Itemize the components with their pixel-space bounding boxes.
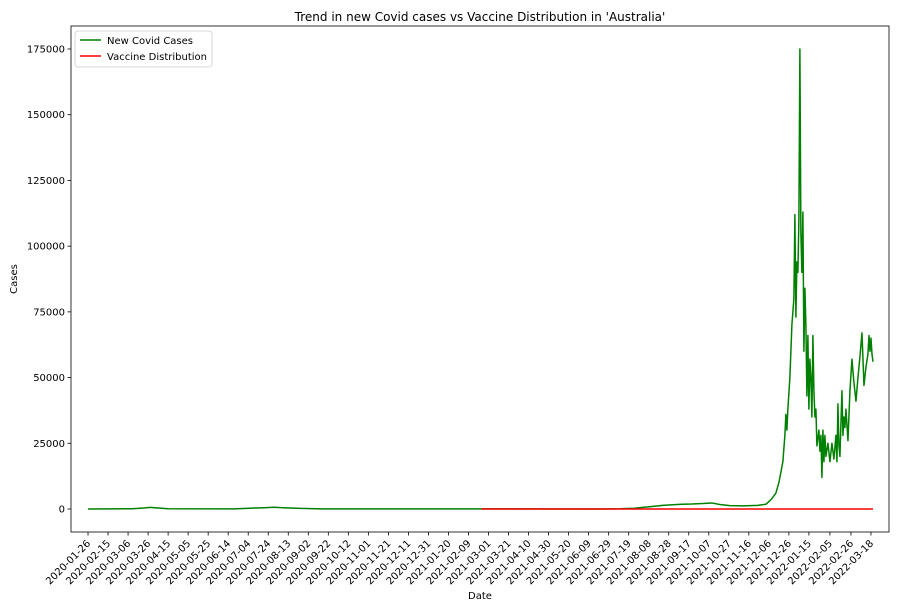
y-tick-label: 150000 <box>27 110 65 121</box>
series-layer <box>88 48 874 510</box>
y-axis: 0 25000 50000 75000 100000 125000 150000 175000 <box>27 45 71 516</box>
x-axis: 2020-01-262020-02-152020-03-062020-03-26… <box>44 532 876 587</box>
x-axis-label: Date <box>468 591 492 602</box>
y-tick-label: 125000 <box>27 176 65 187</box>
legend-label-new-covid-cases: New Covid Cases <box>107 36 193 47</box>
y-tick-label: 25000 <box>33 439 65 450</box>
y-axis-label: Cases <box>9 264 20 294</box>
chart-title: Trend in new Covid cases vs Vaccine Dist… <box>294 10 666 24</box>
y-tick-label: 50000 <box>33 373 65 384</box>
legend-frame <box>74 30 213 68</box>
y-tick-label: 100000 <box>27 242 65 253</box>
legend: New Covid Cases Vaccine Distribution <box>74 30 213 68</box>
y-tick-label: 0 <box>59 505 65 516</box>
legend-label-vaccine-distribution: Vaccine Distribution <box>107 52 207 63</box>
series-line-new-covid-cases <box>88 48 874 510</box>
plot-frame <box>70 25 890 533</box>
y-tick-label: 175000 <box>27 45 65 56</box>
y-tick-label: 75000 <box>33 307 65 318</box>
